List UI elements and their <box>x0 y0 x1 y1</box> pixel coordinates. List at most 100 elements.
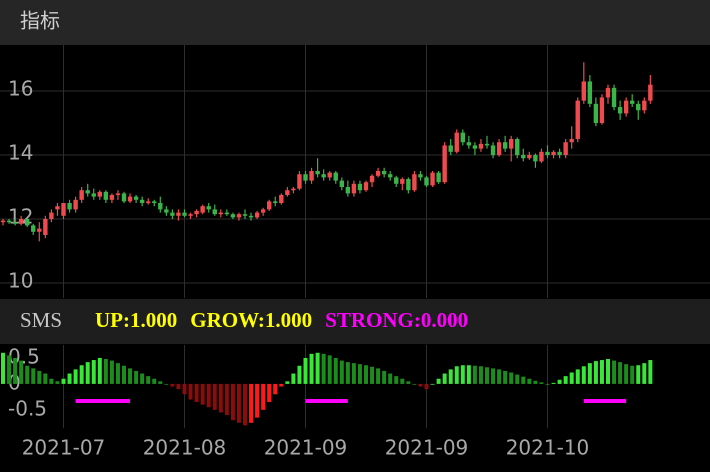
candle-body <box>569 139 574 143</box>
histogram-bar <box>140 373 145 384</box>
indicator-bar <box>0 299 710 344</box>
histogram-bar <box>297 365 302 384</box>
histogram-bar <box>424 383 429 390</box>
candle-body <box>200 206 205 213</box>
candle-body <box>152 201 157 204</box>
candle-body <box>406 179 411 191</box>
candle-body <box>642 100 647 111</box>
histogram-bar <box>146 376 151 384</box>
candle-body <box>478 143 484 149</box>
candle-body <box>43 218 48 235</box>
y-tick-label: 16 <box>8 77 33 101</box>
histogram-bar <box>606 359 610 384</box>
candle-body <box>472 145 478 149</box>
candle-body <box>394 177 399 184</box>
histogram-bar <box>563 376 568 384</box>
candle-body <box>91 193 96 197</box>
histogram-bar <box>170 383 175 387</box>
candle-body <box>593 103 599 124</box>
histogram-bar <box>267 383 272 403</box>
candle-body <box>267 201 272 210</box>
histogram-bar <box>599 360 604 384</box>
candle-body <box>369 175 375 183</box>
histogram-bar <box>491 368 496 384</box>
histogram-bar <box>370 366 375 384</box>
candle-body <box>466 142 472 146</box>
candle-body <box>527 155 532 159</box>
candle-body <box>363 182 369 191</box>
histogram-bar <box>418 383 423 387</box>
header-title: 指标 <box>20 9 60 33</box>
histogram-bar <box>243 383 247 426</box>
candle-body <box>563 142 568 156</box>
histogram-bar <box>497 369 502 384</box>
histogram-bar <box>194 383 199 403</box>
histogram-bar <box>406 381 411 384</box>
histogram-bar <box>13 357 18 384</box>
histogram-bar <box>466 365 471 384</box>
histogram-bar <box>109 360 114 384</box>
histogram-bar <box>19 360 24 384</box>
candle-body <box>224 212 230 215</box>
histogram-bar <box>642 363 647 384</box>
candle-body <box>496 142 502 156</box>
candle-body <box>484 143 490 146</box>
y-tick-label: 14 <box>8 141 33 165</box>
histogram-bar <box>400 378 405 384</box>
candle-body <box>291 188 296 191</box>
candle-body <box>460 132 465 143</box>
histogram-bar <box>448 369 453 384</box>
candle-body <box>309 171 314 181</box>
histogram-bar <box>376 368 381 384</box>
candle-body <box>170 212 175 216</box>
indicator-readout: UP:1.000 <box>95 308 177 332</box>
candle-body <box>242 214 248 216</box>
histogram-bar <box>261 383 266 410</box>
candle-body <box>188 214 193 216</box>
histogram-bar <box>303 357 308 384</box>
candle-body <box>436 172 441 183</box>
candle-body <box>630 100 635 104</box>
histogram-bar <box>164 383 169 385</box>
histogram-bar <box>224 383 229 416</box>
candle-body <box>218 212 223 215</box>
candle-body <box>230 214 236 218</box>
histogram-bar <box>25 365 30 384</box>
histogram-bar <box>1 352 5 384</box>
histogram-bar <box>61 378 66 384</box>
histogram-bar <box>291 373 296 384</box>
x-tick-label: 2021-09 <box>385 436 469 460</box>
histogram-bar <box>587 363 592 384</box>
histogram-bar <box>188 383 193 400</box>
histogram-bar <box>43 373 48 384</box>
histogram-bar <box>533 380 538 384</box>
candle-body <box>533 155 538 162</box>
histogram-bar <box>551 382 556 384</box>
histogram-bar <box>55 381 60 384</box>
candle-body <box>509 139 514 149</box>
histogram-bar <box>478 366 483 384</box>
candle-body <box>109 195 115 200</box>
candle-body <box>400 179 405 184</box>
candle-body <box>581 81 586 101</box>
y-tick-label: 0.5 <box>8 344 40 368</box>
candle-body <box>146 201 151 204</box>
histogram-bar <box>230 383 235 421</box>
histogram-bar <box>176 383 181 390</box>
candle-body <box>12 222 18 224</box>
histogram-bar <box>509 372 514 384</box>
candle-body <box>139 199 145 204</box>
histogram-bar <box>521 376 526 384</box>
histogram-bar <box>412 383 417 385</box>
candle-body <box>333 172 338 181</box>
candle-body <box>49 212 54 219</box>
histogram-bar <box>31 368 36 384</box>
indicator-readout: STRONG:0.000 <box>325 308 468 332</box>
candle-body <box>502 142 508 149</box>
candle-body <box>357 183 363 191</box>
histogram-bar <box>612 360 617 384</box>
candle-body <box>236 214 242 218</box>
histogram-bar <box>388 373 393 384</box>
candle-body <box>539 151 544 162</box>
